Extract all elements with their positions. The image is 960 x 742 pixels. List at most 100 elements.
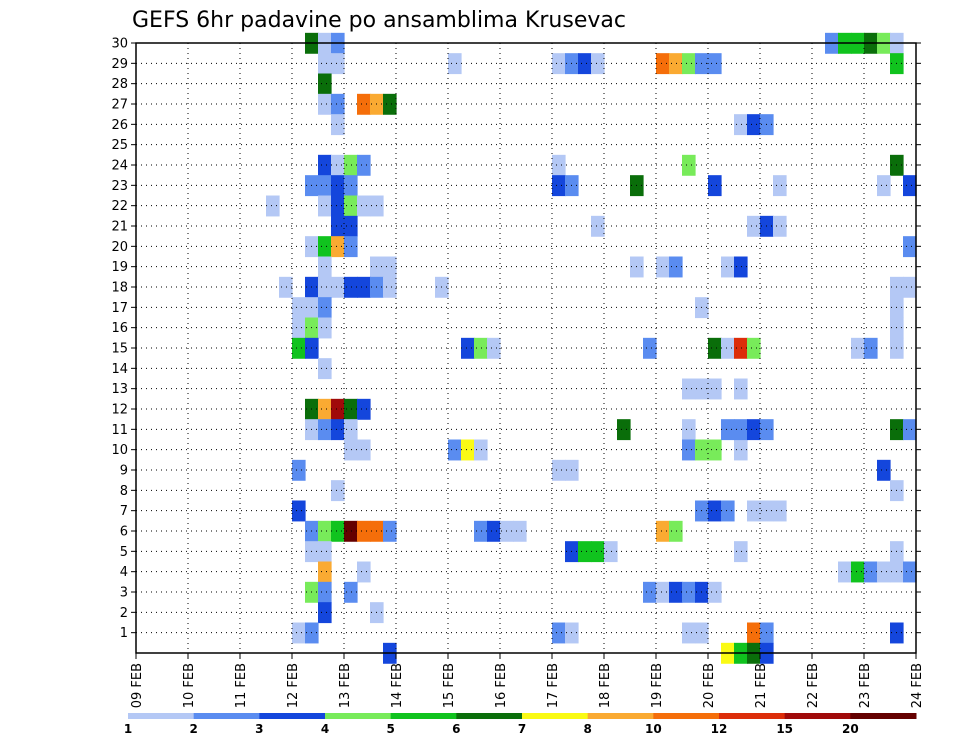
precip-cell <box>318 358 332 380</box>
y-tick-label: 25 <box>111 138 128 153</box>
precip-cell <box>318 53 332 75</box>
precip-cell <box>513 520 527 542</box>
precip-cell <box>656 581 670 603</box>
precip-cell <box>318 93 332 115</box>
y-tick-label: 7 <box>120 504 128 519</box>
y-axis: 1234567891011121314151617181920212223242… <box>111 37 921 641</box>
precip-cell <box>851 337 865 359</box>
precip-cell <box>643 581 657 603</box>
precip-cell <box>474 520 488 542</box>
precip-cell <box>318 73 332 95</box>
x-tick-label: 20 FEB <box>702 663 717 708</box>
precip-cell <box>292 297 306 319</box>
precip-cell <box>734 378 748 400</box>
precip-cell <box>747 337 761 359</box>
colorbar-segment <box>719 713 786 719</box>
precip-cell <box>318 256 332 278</box>
x-tick-label: 10 FEB <box>182 663 197 708</box>
precip-cell <box>721 256 735 278</box>
x-tick-label: 23 FEB <box>858 663 873 708</box>
precip-cell <box>331 195 345 217</box>
precip-cell <box>318 398 332 420</box>
precip-cell <box>903 175 917 197</box>
precip-cell <box>773 175 787 197</box>
precip-cell <box>318 541 332 563</box>
y-tick-label: 16 <box>111 321 128 336</box>
y-tick-label: 18 <box>111 281 128 296</box>
y-tick-label: 20 <box>111 240 128 255</box>
y-tick-label: 29 <box>111 57 128 72</box>
colorbar-segment <box>128 713 195 719</box>
precip-cell <box>344 419 358 441</box>
y-tick-label: 4 <box>120 565 128 580</box>
precip-cell <box>357 520 371 542</box>
colorbar-segment <box>850 713 917 719</box>
precip-cell <box>318 236 332 258</box>
precip-cell <box>292 622 306 644</box>
y-tick-label: 15 <box>111 342 128 357</box>
precip-cell <box>331 154 345 176</box>
precip-cell <box>682 53 696 75</box>
precip-cell <box>903 236 917 258</box>
y-tick-label: 28 <box>111 77 128 92</box>
precip-cell <box>292 500 306 522</box>
precip-cell <box>682 622 696 644</box>
y-tick-label: 13 <box>111 382 128 397</box>
precip-cell <box>474 439 488 461</box>
precip-cell <box>344 175 358 197</box>
precip-cell <box>656 53 670 75</box>
colorbar-label: 10 <box>645 722 662 736</box>
precip-cell <box>344 439 358 461</box>
precip-cell <box>591 541 605 563</box>
precip-cell <box>734 439 748 461</box>
precip-cell <box>318 419 332 441</box>
precip-cell <box>721 419 735 441</box>
precip-cell <box>851 561 865 583</box>
precip-cell <box>344 520 358 542</box>
precip-cell <box>643 337 657 359</box>
colorbar-label: 5 <box>386 722 394 736</box>
x-tick-label: 17 FEB <box>546 663 561 708</box>
colorbar-label: 12 <box>711 722 728 736</box>
precip-cell <box>669 53 683 75</box>
y-tick-label: 30 <box>111 37 128 52</box>
precip-cell <box>864 561 878 583</box>
precip-cell <box>552 459 566 481</box>
colorbar-label: 7 <box>518 722 526 736</box>
precip-cell <box>318 602 332 624</box>
x-tick-label: 22 FEB <box>806 663 821 708</box>
precip-cell <box>292 317 306 339</box>
precip-cell <box>734 337 748 359</box>
precip-cell <box>656 256 670 278</box>
x-tick-label: 18 FEB <box>598 663 613 708</box>
chart-title: GEFS 6hr padavine po ansamblima Krusevac <box>132 8 626 33</box>
precip-cell <box>591 215 605 237</box>
y-tick-label: 6 <box>120 525 128 540</box>
precip-cell <box>331 93 345 115</box>
precip-cell <box>552 622 566 644</box>
colorbar-segment <box>456 713 523 719</box>
precip-cell <box>708 378 722 400</box>
precip-cell <box>266 195 280 217</box>
precip-cell <box>474 337 488 359</box>
x-tick-label: 21 FEB <box>754 663 769 708</box>
precip-cell <box>318 154 332 176</box>
colorbar-segment <box>587 713 654 719</box>
precip-cell <box>344 398 358 420</box>
precip-cell <box>669 520 683 542</box>
precip-cell <box>318 297 332 319</box>
y-tick-label: 24 <box>111 159 128 174</box>
precip-cell <box>682 581 696 603</box>
precip-cell <box>838 561 852 583</box>
precip-cell <box>318 175 332 197</box>
precip-cell <box>448 53 462 75</box>
precip-cell <box>331 276 345 298</box>
precip-cell <box>357 93 371 115</box>
y-tick-label: 26 <box>111 118 128 133</box>
precip-cell <box>552 175 566 197</box>
colorbar-label: 8 <box>583 722 591 736</box>
precip-cell <box>734 419 748 441</box>
precip-cell <box>331 419 345 441</box>
precip-cell <box>747 215 761 237</box>
y-tick-label: 27 <box>111 98 128 113</box>
